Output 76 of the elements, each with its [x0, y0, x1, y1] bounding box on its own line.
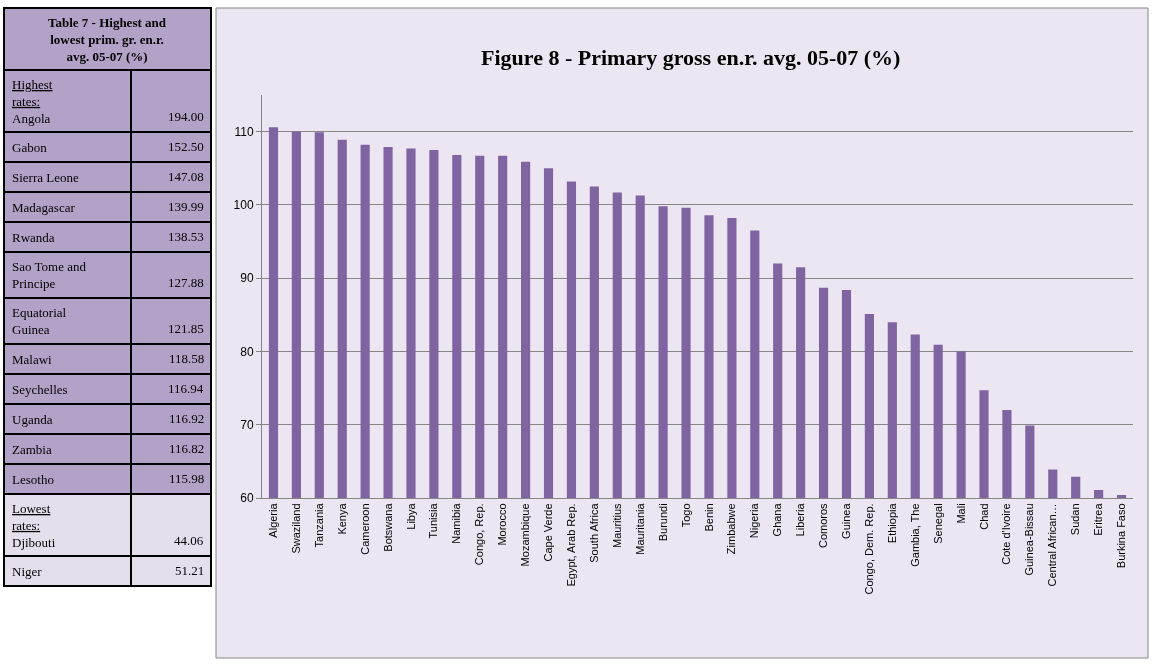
text: 152.50 [168, 139, 204, 154]
category-label: Madagascar [12, 200, 76, 215]
text: Table 7 - Highest and lowest prim. gr. en.r. avg. 05-07 (%) [48, 15, 167, 64]
x-tick-label: Guinea [840, 502, 853, 539]
chart-title: Figure 8 - Primary gross en.r. avg. 05-07 (%) [481, 45, 901, 70]
x-tick-label: Morocco [496, 503, 509, 546]
category-label: Lesotho [12, 472, 54, 487]
text: 139.99 [168, 199, 204, 214]
text: Lowest rates: [12, 501, 51, 533]
text: 194.00 [168, 109, 204, 124]
text: 116.94 [168, 381, 204, 396]
x-tick-label: Chad [977, 503, 990, 530]
text: 116.92 [169, 411, 205, 426]
category-label: Equatorial Guinea [12, 305, 67, 337]
text: 116.82 [169, 441, 205, 456]
x-tick-label: South Africa [587, 502, 600, 563]
category-label: Malawi [12, 352, 53, 367]
category-label: Uganda [12, 412, 53, 427]
x-tick-label: Burundi [656, 503, 669, 542]
category-label: Sao Tome and Principe [12, 259, 87, 291]
y-tick-label: 100 [233, 198, 254, 213]
x-tick-label: Cape Verde [542, 503, 555, 562]
x-tick-label: Ghana [771, 502, 784, 537]
x-tick-label: Gambia, The [908, 503, 921, 567]
y-tick-label: 110 [234, 124, 254, 139]
category-label: Gabon [12, 140, 48, 155]
x-tick-label: Benin [702, 503, 715, 532]
text: 138.53 [168, 229, 204, 244]
x-tick-label: Nigeria [748, 502, 761, 539]
text: 118.58 [169, 351, 205, 366]
x-tick-label: Senegal [931, 503, 944, 544]
x-tick-label: Congo, Rep. [473, 503, 486, 566]
x-tick-label: Cameroon [358, 503, 371, 555]
text: 115.98 [169, 471, 205, 486]
x-tick-label: Guinea-Bissau [1023, 503, 1036, 576]
category-label: Sierra Leone [12, 170, 79, 185]
text: 147.08 [168, 169, 204, 184]
x-tick-label: Congo, Dem. Rep. [862, 503, 875, 595]
category-label: Zambia [12, 442, 52, 457]
y-tick-label: 90 [240, 271, 254, 286]
y-tick-label: 80 [240, 344, 254, 359]
x-tick-label: Tanzania [312, 502, 325, 548]
x-tick-label: Sudan [1069, 503, 1082, 536]
x-tick-label: Tunisia [427, 502, 440, 539]
x-tick-label: Algeria [267, 502, 280, 538]
x-tick-label: Mauritania [633, 502, 646, 555]
x-tick-label: Ethiopia [885, 502, 898, 544]
x-tick-label: Eritrea [1092, 502, 1105, 536]
text: 121.85 [168, 321, 204, 336]
x-tick-label: Namibia [450, 502, 463, 544]
category-label: Niger [12, 564, 43, 579]
x-tick-label: Mozambique [519, 503, 532, 567]
category-label: Seychelles [12, 382, 68, 397]
x-tick-label: Central African… [1046, 503, 1059, 587]
x-tick-label: Comoros [817, 502, 830, 549]
x-tick-label: Zimbabwe [725, 503, 738, 555]
x-tick-label: Burkina Faso [1115, 503, 1128, 569]
y-tick-label: 60 [240, 491, 254, 506]
x-tick-label: Egypt, Arab Rep. [565, 503, 578, 587]
x-tick-label: Botswana [381, 502, 394, 552]
text: Highest rates: [12, 77, 53, 109]
x-tick-label: Cote d'Ivoire [1000, 503, 1013, 565]
category-label: Djibouti [12, 534, 56, 550]
x-tick-label: Togo [679, 503, 692, 528]
x-tick-label: Kenya [335, 502, 348, 535]
text: 127.88 [168, 275, 204, 290]
x-tick-label: Swaziland [289, 503, 302, 554]
x-tick-label: Mali [954, 503, 967, 524]
text: 51.21 [175, 563, 205, 578]
category-label: Angola [12, 110, 51, 126]
x-tick-label: Libya [404, 502, 417, 530]
category-label: Rwanda [12, 230, 55, 245]
x-tick-label: Mauritius [610, 502, 623, 549]
y-tick-label: 70 [240, 417, 254, 432]
text: 44.06 [174, 533, 204, 548]
x-tick-label: Liberia [794, 502, 807, 537]
